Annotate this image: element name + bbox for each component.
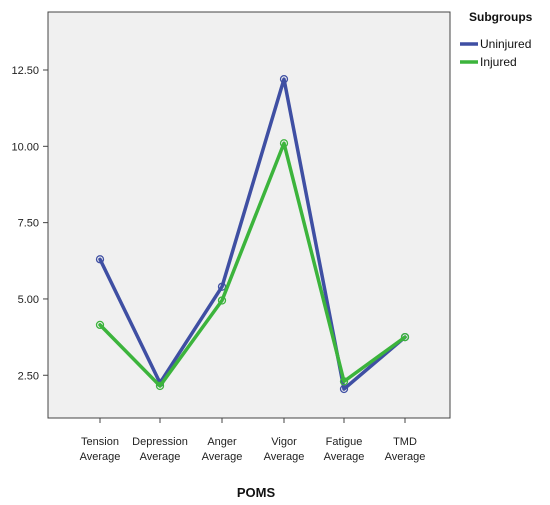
legend-label-uninjured: Uninjured: [480, 37, 531, 51]
x-category-label-line: Average: [324, 451, 365, 463]
x-category-label: Vigor Average: [264, 436, 305, 463]
x-category-label: Fatigue Average: [324, 436, 365, 463]
x-category-label-line: Average: [140, 451, 181, 463]
x-category-label: Depression Average: [132, 436, 188, 463]
x-category-label-line: Vigor: [271, 436, 297, 448]
data-point-uninjured: [217, 282, 227, 291]
series-layer: [95, 75, 410, 394]
y-tick-label: 12.50: [11, 65, 39, 77]
plot-area: [47, 11, 451, 419]
legend: Subgroups Uninjured Injured: [460, 10, 533, 69]
x-category-label-line: Tension: [81, 436, 119, 448]
y-tick-label: 5.00: [18, 294, 39, 306]
legend-label-injured: Injured: [480, 55, 517, 69]
x-axis: Tension Average Depression Average Anger Aver…: [80, 418, 426, 463]
data-point-injured: [400, 332, 410, 342]
y-axis: 2.50 5.00 7.50 10.00 12.50: [11, 65, 48, 382]
x-category-label-line: Anger: [207, 436, 237, 448]
x-category-label-line: Average: [80, 451, 121, 463]
series-line-injured: [98, 141, 407, 388]
data-point-uninjured: [95, 255, 105, 264]
x-category-label-line: Average: [385, 451, 426, 463]
series-line-uninjured: [98, 77, 407, 391]
y-tick-label: 10.00: [11, 141, 39, 153]
x-axis-title: POMS: [237, 485, 276, 500]
data-point-injured: [95, 320, 105, 330]
data-point-injured: [155, 381, 165, 391]
x-category-label: Tension Average: [80, 436, 121, 463]
data-point-injured: [279, 139, 289, 148]
x-category-label-line: Fatigue: [326, 436, 363, 448]
x-category-label-line: Average: [202, 451, 243, 463]
data-point-injured: [339, 377, 349, 386]
x-category-label: TMD Average: [385, 436, 426, 463]
data-point-uninjured: [279, 75, 289, 84]
y-tick-label: 2.50: [18, 370, 39, 382]
y-tick-label: 7.50: [18, 218, 39, 230]
x-category-label-line: Depression: [132, 436, 188, 448]
x-category-label: Anger Average: [202, 436, 243, 463]
x-category-label-line: TMD: [393, 436, 417, 448]
legend-title: Subgroups: [469, 10, 533, 24]
data-point-injured: [217, 296, 227, 305]
x-category-label-line: Average: [264, 451, 305, 463]
